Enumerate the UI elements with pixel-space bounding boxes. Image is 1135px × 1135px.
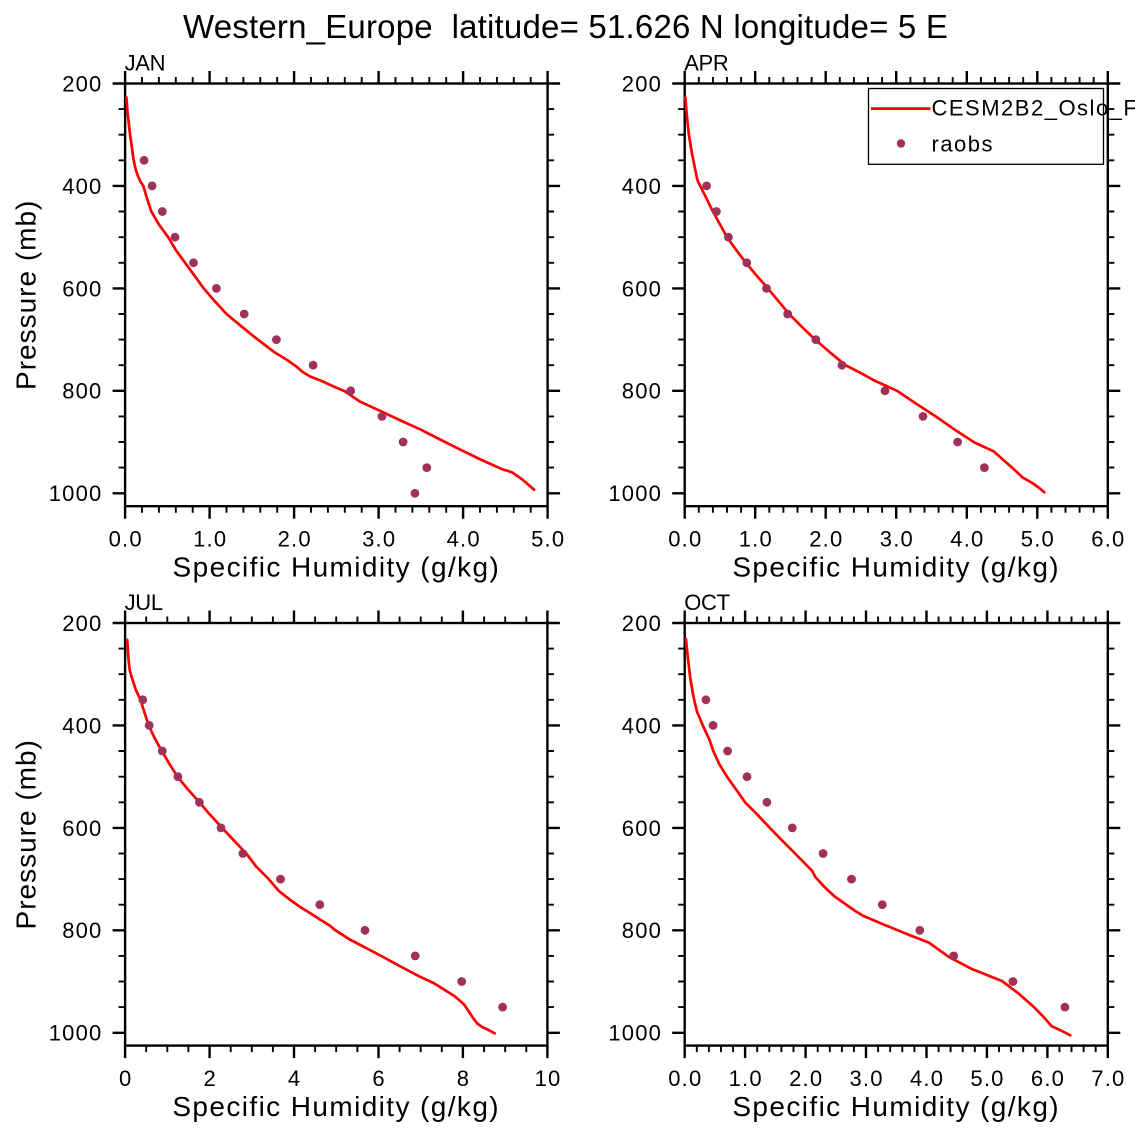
svg-text:1.0: 1.0 <box>193 527 227 552</box>
svg-text:raobs: raobs <box>932 131 995 156</box>
svg-text:1000: 1000 <box>49 481 103 506</box>
svg-text:6: 6 <box>372 1066 385 1091</box>
svg-text:4.0: 4.0 <box>950 527 984 552</box>
svg-text:0.0: 0.0 <box>109 527 143 552</box>
svg-text:2.0: 2.0 <box>278 527 312 552</box>
svg-text:2.0: 2.0 <box>789 1066 823 1091</box>
svg-text:600: 600 <box>622 816 662 841</box>
svg-text:6.0: 6.0 <box>1091 527 1125 552</box>
svg-text:Specific Humidity (g/kg): Specific Humidity (g/kg) <box>732 552 1060 583</box>
svg-text:2: 2 <box>203 1066 216 1091</box>
svg-text:APR: APR <box>684 51 728 76</box>
svg-text:8: 8 <box>457 1066 470 1091</box>
svg-text:Western_Europe latitude= 51.6: Western_Europe latitude= 51.626 N longit… <box>183 8 948 45</box>
svg-text:400: 400 <box>62 174 102 199</box>
svg-text:1000: 1000 <box>608 481 662 506</box>
svg-text:400: 400 <box>62 713 102 738</box>
svg-text:800: 800 <box>622 379 662 404</box>
svg-text:3.0: 3.0 <box>880 527 914 552</box>
svg-text:2.0: 2.0 <box>809 527 843 552</box>
svg-text:10: 10 <box>535 1066 562 1091</box>
svg-text:800: 800 <box>62 918 102 943</box>
svg-text:0: 0 <box>119 1066 132 1091</box>
svg-text:800: 800 <box>62 379 102 404</box>
svg-text:200: 200 <box>622 611 662 636</box>
svg-text:JUL: JUL <box>125 590 163 615</box>
svg-text:Specific Humidity (g/kg): Specific Humidity (g/kg) <box>173 552 501 583</box>
svg-text:Specific Humidity (g/kg): Specific Humidity (g/kg) <box>732 1091 1060 1122</box>
svg-text:600: 600 <box>62 276 102 301</box>
svg-text:1000: 1000 <box>608 1021 662 1046</box>
svg-text:200: 200 <box>62 71 102 96</box>
svg-text:200: 200 <box>62 611 102 636</box>
svg-text:3.0: 3.0 <box>362 527 396 552</box>
svg-text:400: 400 <box>622 174 662 199</box>
svg-text:1.0: 1.0 <box>739 527 773 552</box>
svg-text:600: 600 <box>62 816 102 841</box>
svg-text:Pressure (mb): Pressure (mb) <box>11 739 42 929</box>
svg-text:6.0: 6.0 <box>1031 1066 1065 1091</box>
svg-text:200: 200 <box>622 71 662 96</box>
svg-text:5.0: 5.0 <box>970 1066 1004 1091</box>
svg-text:1000: 1000 <box>49 1021 103 1046</box>
svg-text:5.0: 5.0 <box>1021 527 1055 552</box>
svg-text:OCT: OCT <box>684 590 730 615</box>
svg-text:CESM2B2_Oslo_FAM: CESM2B2_Oslo_FAM <box>932 95 1135 120</box>
svg-text:400: 400 <box>622 713 662 738</box>
svg-text:0.0: 0.0 <box>668 527 702 552</box>
svg-text:600: 600 <box>622 276 662 301</box>
svg-text:4.0: 4.0 <box>910 1066 944 1091</box>
svg-text:800: 800 <box>622 918 662 943</box>
svg-text:7.0: 7.0 <box>1091 1066 1125 1091</box>
svg-text:Pressure (mb): Pressure (mb) <box>11 200 42 390</box>
svg-text:3.0: 3.0 <box>850 1066 884 1091</box>
svg-text:0.0: 0.0 <box>668 1066 702 1091</box>
svg-text:Specific Humidity (g/kg): Specific Humidity (g/kg) <box>172 1091 500 1122</box>
svg-text:4.0: 4.0 <box>447 527 481 552</box>
svg-text:JAN: JAN <box>125 51 166 76</box>
svg-text:4: 4 <box>288 1066 301 1091</box>
svg-text:5.0: 5.0 <box>531 527 565 552</box>
svg-text:1.0: 1.0 <box>729 1066 763 1091</box>
